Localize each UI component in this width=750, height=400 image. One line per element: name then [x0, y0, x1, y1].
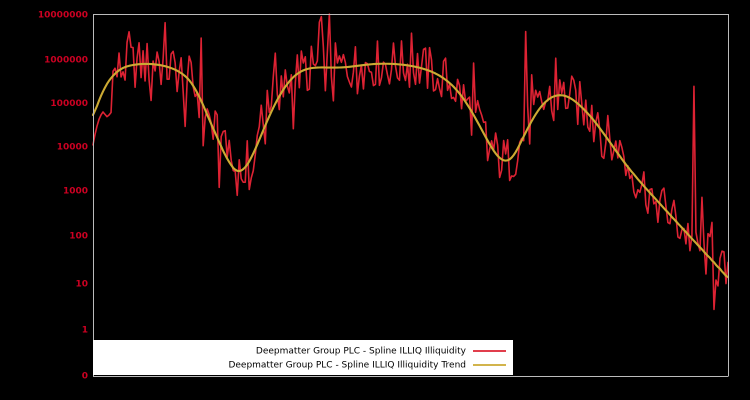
axis-spines-top-right — [93, 14, 729, 377]
axis-spines — [93, 14, 728, 377]
series-line-illiquidity-trend — [91, 62, 730, 279]
y-axis-tick-label: 10000 — [57, 143, 88, 153]
y-axis-tick-label: 0 — [82, 372, 88, 382]
y-axis-tick-label: 1000000 — [44, 56, 88, 66]
legend-label: Deepmatter Group PLC - Spline ILLIQ Illi… — [228, 361, 466, 371]
y-axis-tick-label: 100 — [69, 232, 88, 242]
series-line-illiquidity — [92, 13, 729, 311]
legend-label: Deepmatter Group PLC - Spline ILLIQ Illi… — [256, 347, 467, 357]
y-axis-tick-label: 1000 — [63, 187, 88, 197]
y-axis-tick-label: 10 — [75, 280, 88, 290]
data-series-group — [91, 13, 730, 311]
chart-legend[interactable]: Deepmatter Group PLC - Spline ILLIQ Illi… — [93, 340, 513, 375]
y-axis-tick-label: 10000000 — [38, 11, 88, 21]
y-axis-tick-label: 100000 — [50, 99, 88, 109]
legend-background — [93, 340, 513, 375]
y-axis-tick-label: 1 — [82, 326, 88, 336]
